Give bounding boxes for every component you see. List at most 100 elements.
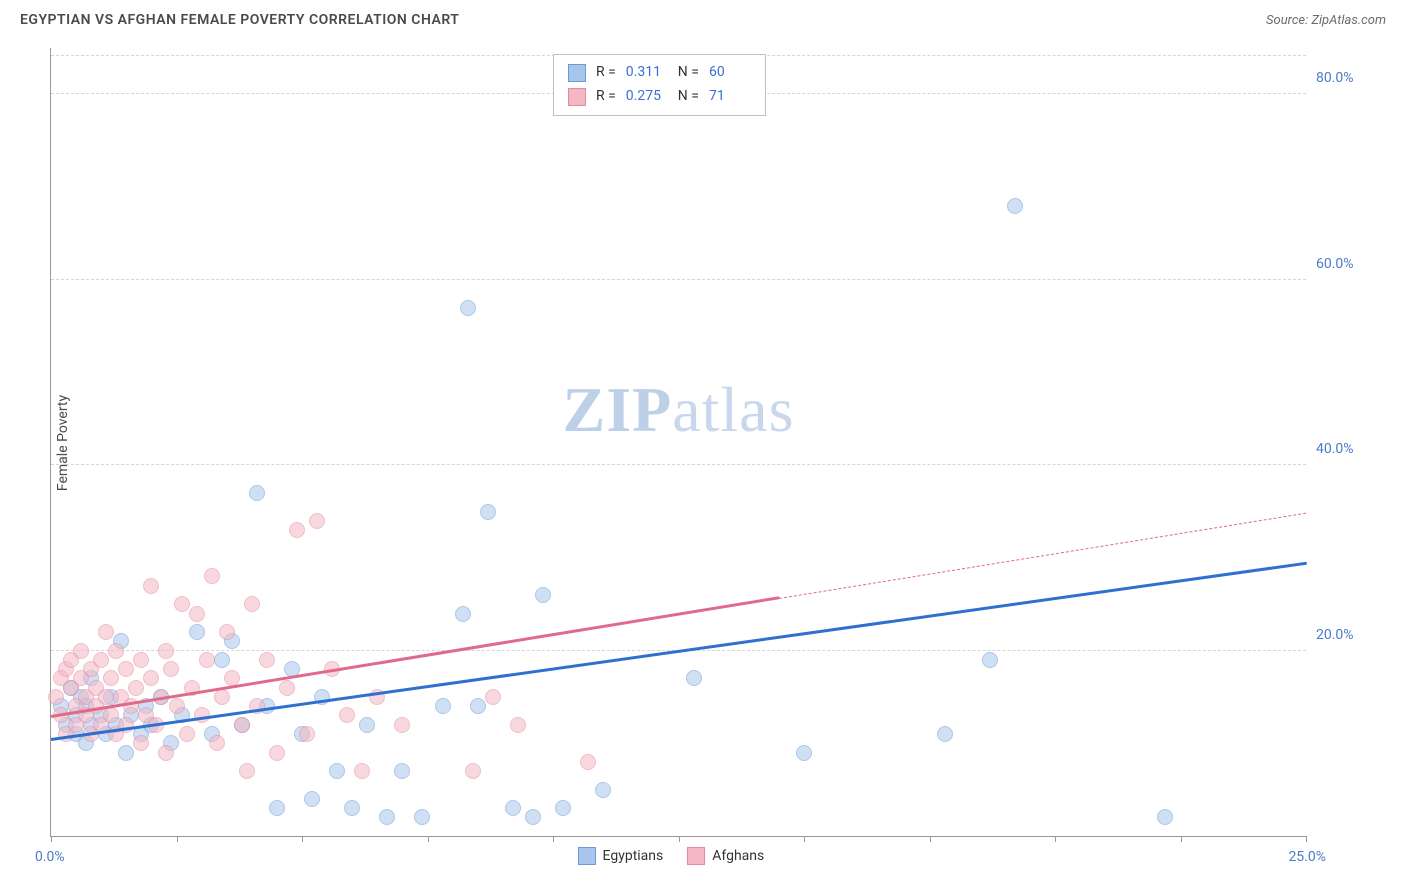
data-point	[460, 300, 476, 316]
data-point	[435, 698, 451, 714]
y-tick-label: 60.0%	[1316, 256, 1386, 272]
data-point	[214, 689, 230, 705]
x-tick	[302, 836, 303, 842]
data-point	[98, 624, 114, 640]
y-tick-label: 40.0%	[1316, 441, 1386, 457]
data-point	[214, 652, 230, 668]
x-tick	[51, 836, 52, 842]
legend-item: Afghans	[687, 847, 764, 865]
legend-label: Afghans	[712, 848, 764, 864]
y-tick-label: 80.0%	[1316, 70, 1386, 86]
data-point	[244, 596, 260, 612]
data-point	[103, 670, 119, 686]
trend-line	[51, 562, 1307, 741]
n-label: N =	[678, 85, 699, 109]
x-tick	[428, 836, 429, 842]
r-value: 0.311	[626, 61, 668, 85]
n-label: N =	[678, 61, 699, 85]
data-point	[465, 763, 481, 779]
data-point	[93, 652, 109, 668]
data-point	[189, 606, 205, 622]
data-point	[379, 809, 395, 825]
data-point	[259, 652, 275, 668]
x-tick	[804, 836, 805, 842]
data-point	[796, 745, 812, 761]
data-point	[158, 745, 174, 761]
data-point	[73, 643, 89, 659]
r-label: R =	[596, 85, 616, 109]
data-point	[329, 763, 345, 779]
x-axis-max-label: 25.0%	[1288, 849, 1326, 865]
data-point	[304, 791, 320, 807]
data-point	[48, 689, 64, 705]
x-tick	[177, 836, 178, 842]
data-point	[309, 513, 325, 529]
data-point	[982, 652, 998, 668]
x-tick	[679, 836, 680, 842]
data-point	[485, 689, 501, 705]
data-point	[1157, 809, 1173, 825]
n-value: 60	[709, 61, 751, 85]
data-point	[279, 680, 295, 696]
stats-row: R = 0.275 N = 71	[568, 85, 751, 109]
data-point	[234, 717, 250, 733]
x-tick	[1055, 836, 1056, 842]
data-point	[455, 606, 471, 622]
data-point	[108, 643, 124, 659]
gridline	[51, 279, 1306, 280]
gridline	[51, 464, 1306, 465]
x-tick	[553, 836, 554, 842]
watermark: ZIPatlas	[563, 373, 795, 447]
series-swatch	[568, 88, 586, 106]
data-point	[189, 624, 205, 640]
data-point	[163, 661, 179, 677]
n-value: 71	[709, 85, 751, 109]
data-point	[143, 578, 159, 594]
data-point	[344, 800, 360, 816]
chart-title: EGYPTIAN VS AFGHAN FEMALE POVERTY CORREL…	[20, 12, 459, 28]
legend: Egyptians Afghans	[578, 847, 765, 865]
data-point	[179, 726, 195, 742]
data-point	[299, 726, 315, 742]
data-point	[339, 707, 355, 723]
data-point	[219, 624, 235, 640]
data-point	[118, 745, 134, 761]
r-value: 0.275	[626, 85, 668, 109]
source-attribution: Source: ZipAtlas.com	[1266, 13, 1386, 28]
data-point	[686, 670, 702, 686]
data-point	[414, 809, 430, 825]
data-point	[359, 717, 375, 733]
series-swatch	[687, 847, 705, 865]
trend-line	[779, 512, 1307, 598]
data-point	[354, 763, 370, 779]
data-point	[510, 717, 526, 733]
data-point	[239, 763, 255, 779]
data-point	[535, 587, 551, 603]
legend-item: Egyptians	[578, 847, 664, 865]
data-point	[505, 800, 521, 816]
data-point	[269, 745, 285, 761]
x-axis-min-label: 0.0%	[35, 849, 65, 865]
x-tick	[1306, 836, 1307, 842]
series-swatch	[578, 847, 596, 865]
data-point	[143, 670, 159, 686]
data-point	[580, 754, 596, 770]
data-point	[525, 809, 541, 825]
data-point	[249, 485, 265, 501]
data-point	[199, 652, 215, 668]
data-point	[289, 522, 305, 538]
data-point	[204, 568, 220, 584]
legend-label: Egyptians	[603, 848, 664, 864]
data-point	[133, 652, 149, 668]
chart-header: EGYPTIAN VS AFGHAN FEMALE POVERTY CORREL…	[0, 0, 1406, 36]
stats-box: R = 0.311 N = 60R = 0.275 N = 71	[553, 54, 766, 116]
x-tick	[1181, 836, 1182, 842]
plot-area: ZIPatlas 20.0%40.0%60.0%80.0%R =0.311N =…	[50, 48, 1306, 837]
data-point	[470, 698, 486, 714]
data-point	[174, 596, 190, 612]
y-tick-label: 20.0%	[1316, 627, 1386, 643]
data-point	[103, 707, 119, 723]
data-point	[118, 661, 134, 677]
series-swatch	[568, 64, 586, 82]
data-point	[158, 643, 174, 659]
